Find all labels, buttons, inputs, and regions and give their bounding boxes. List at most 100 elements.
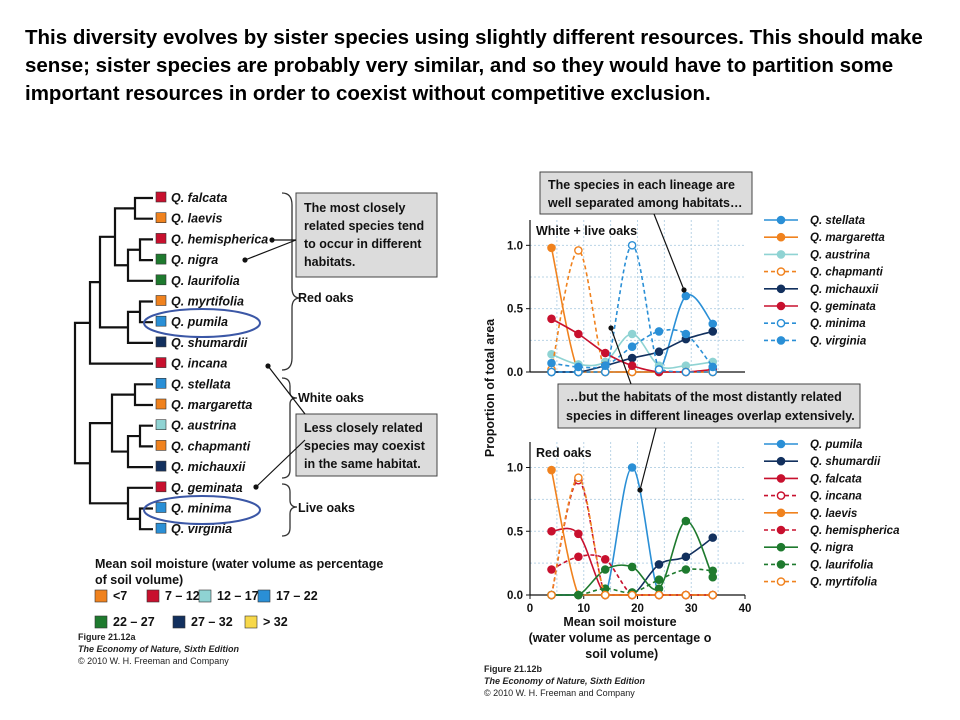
data-point <box>681 516 691 526</box>
data-point <box>547 465 556 475</box>
legend-label: Q. incana <box>810 491 862 503</box>
figure-a-copyright: © 2010 W. H. Freeman and Company <box>78 656 229 666</box>
moisture-swatch <box>244 615 258 629</box>
data-point <box>547 565 556 574</box>
svg-text:The most closely: The most closely <box>304 201 405 215</box>
species-swatch <box>155 212 167 223</box>
data-point <box>627 562 637 572</box>
data-point <box>654 590 664 600</box>
moisture-swatch <box>198 589 212 603</box>
group-label-white-oaks: White oaks <box>298 391 364 405</box>
callout-close-relatives: The most closely related species tend to… <box>242 192 438 278</box>
x-axis-title: Mean soil moisture (water volume as perce… <box>529 615 712 661</box>
moisture-legend: <7 7 – 12 12 – 17 17 – 22 22 – 27 27 – 32 > 32 <box>94 589 318 629</box>
figure-a-label: Figure 21.12a <box>78 632 137 642</box>
legend-marker <box>776 474 786 483</box>
species-label: Q. austrina <box>171 419 236 433</box>
red-oaks-bracket <box>281 192 301 371</box>
moisture-swatch <box>94 615 108 629</box>
legend-label: Q. margaretta <box>810 232 885 244</box>
svg-text:to occur in different: to occur in different <box>304 237 422 251</box>
data-point <box>708 362 718 372</box>
data-point <box>708 327 718 336</box>
legend-label: Q. myrtifolia <box>810 577 878 589</box>
svg-text:species may coexist: species may coexist <box>304 439 426 453</box>
moisture-swatch <box>172 615 186 629</box>
species-swatch <box>155 295 167 306</box>
moisture-swatch <box>94 589 108 603</box>
group-label-red-oaks: Red oaks <box>298 291 354 305</box>
series-line <box>550 476 713 596</box>
chart-callout-mid: …but the habitats of the most distantly … <box>557 325 861 493</box>
legend-marker <box>776 215 786 225</box>
species-swatch <box>155 336 167 348</box>
legend-label: Q. laevis <box>810 508 857 520</box>
data-point <box>654 347 664 357</box>
data-point <box>547 590 556 600</box>
moisture-range-label: 17 – 22 <box>276 589 318 603</box>
species-label: Q. laurifolia <box>171 274 240 288</box>
legend-marker <box>776 232 786 242</box>
y-tick-label: 0.0 <box>507 367 523 379</box>
data-point <box>681 329 691 339</box>
data-point <box>574 329 583 339</box>
y-tick-label: 1.0 <box>507 463 523 475</box>
species-swatch <box>155 440 167 451</box>
pumila-highlight <box>143 308 261 338</box>
species-label: Q. laevis <box>171 212 222 226</box>
data-point <box>574 529 583 539</box>
data-point <box>600 348 610 358</box>
data-point <box>654 365 664 374</box>
legend-marker <box>776 577 786 586</box>
svg-text:…but the habitats of the most: …but the habitats of the most distantly … <box>566 390 842 404</box>
species-swatch <box>155 398 167 410</box>
data-point <box>600 361 610 370</box>
species-swatch <box>155 460 167 472</box>
species-label: Q. minima <box>171 502 231 516</box>
legend-label: Q. stellata <box>810 215 866 227</box>
moisture-legend-title: Mean soil moisture (water volume as perc… <box>95 557 383 571</box>
species-swatch <box>155 191 167 203</box>
data-point <box>627 342 637 351</box>
legend-label: Q. nigra <box>810 542 854 554</box>
legend-marker <box>776 491 786 500</box>
phylogeny-tree <box>73 196 153 531</box>
y-tick-label: 0.0 <box>507 590 523 602</box>
moisture-range-label: > 32 <box>263 615 288 629</box>
y-axis-title: Proportion of total area <box>483 318 497 457</box>
legend-label: Q. minima <box>810 318 866 330</box>
moisture-range-label: <7 <box>113 589 127 603</box>
x-tick-label: 20 <box>631 603 644 615</box>
legend-label: Q. geminata <box>810 301 876 313</box>
legend-label: Q. laurifolia <box>810 559 874 571</box>
data-point <box>708 319 718 329</box>
data-point <box>574 362 583 372</box>
chart-title: Red oaks <box>536 446 592 460</box>
x-tick-label: 0 <box>527 603 533 615</box>
white-oaks-bracket <box>281 377 298 479</box>
moisture-range-label: 12 – 17 <box>217 589 259 603</box>
legend-marker <box>776 456 786 466</box>
legend-marker <box>776 439 786 449</box>
legend-label: Q. shumardii <box>810 456 881 468</box>
species-label: Q. pumila <box>171 315 228 329</box>
species-label: Q. myrtifolia <box>171 295 244 309</box>
data-point <box>547 526 556 536</box>
data-point <box>600 565 610 574</box>
legend-marker <box>776 508 786 518</box>
x-tick-label: 30 <box>685 603 698 615</box>
data-point <box>574 552 583 562</box>
svg-text:in the same habitat.: in the same habitat. <box>304 457 421 471</box>
species-swatch <box>155 502 167 513</box>
chart-callout-top: The species in each lineage are well sep… <box>539 171 753 293</box>
species-label: Q. stellata <box>171 377 231 391</box>
data-point <box>600 590 610 600</box>
svg-text:species in different lineages: species in different lineages overlap ex… <box>566 409 855 423</box>
species-label: Q. incana <box>171 357 227 371</box>
legend-label: Q. austrina <box>810 249 871 261</box>
figure-b-book: The Economy of Nature, Sixth Edition <box>484 676 646 686</box>
species-label: Q. margaretta <box>171 398 252 412</box>
moisture-swatch <box>146 589 160 603</box>
legend-marker <box>776 542 786 552</box>
